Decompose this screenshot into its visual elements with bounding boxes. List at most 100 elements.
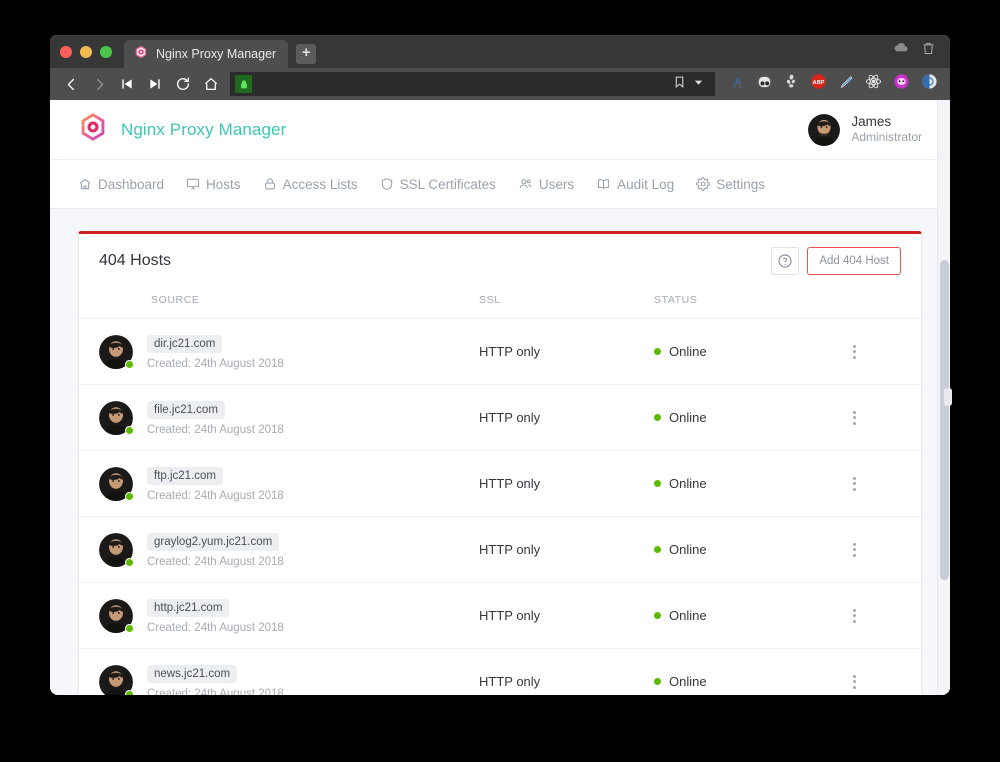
chevron-down-icon[interactable] <box>693 75 704 93</box>
browser-tab[interactable]: Nginx Proxy Manager <box>124 40 289 68</box>
table-row[interactable]: http.jc21.com Created: 24th August 2018 … <box>79 582 921 649</box>
cell-actions <box>834 648 921 695</box>
help-button[interactable] <box>771 247 800 275</box>
domain-chip[interactable]: graylog2.yum.jc21.com <box>147 532 280 551</box>
nav-item-dashboard[interactable]: Dashboard <box>78 177 164 192</box>
cell-ssl: HTTP only <box>479 384 654 451</box>
nav-label: Users <box>538 176 575 192</box>
row-avatar <box>99 532 134 567</box>
cell-status: Online <box>654 384 834 451</box>
domain-chip[interactable]: news.jc21.com <box>147 664 238 683</box>
nav-label: SSL Certificates <box>399 176 496 192</box>
created-date: Created: 24th August 2018 <box>147 687 284 696</box>
card-actions: Add 404 Host <box>771 247 901 275</box>
back-button[interactable] <box>58 72 84 96</box>
row-menu-button[interactable] <box>834 674 899 689</box>
brand[interactable]: Nginx Proxy Manager <box>78 112 286 147</box>
domain-chip[interactable]: ftp.jc21.com <box>147 466 223 485</box>
address-bar[interactable] <box>230 72 715 96</box>
status-badge: Online <box>669 608 707 623</box>
window-controls <box>60 35 124 68</box>
adblock-plus-icon[interactable]: ABP <box>810 73 827 95</box>
violentmonkey-icon[interactable] <box>729 74 745 95</box>
row-menu-button[interactable] <box>834 344 899 359</box>
column-header-ssl[interactable]: SSL <box>479 288 654 319</box>
window-resize-handle[interactable] <box>944 388 952 406</box>
nav-item-users[interactable]: Users <box>518 177 574 192</box>
last-page-button[interactable] <box>142 72 168 96</box>
source-info: file.jc21.com Created: 24th August 2018 <box>147 400 284 436</box>
user-menu[interactable]: James Administrator <box>808 113 922 146</box>
row-avatar <box>99 598 134 633</box>
ssl-value: HTTP only <box>479 673 541 689</box>
minimize-window-button[interactable] <box>80 45 92 58</box>
column-header-status[interactable]: STATUS <box>654 288 834 319</box>
trash-icon[interactable] <box>921 41 936 61</box>
online-indicator-icon <box>125 557 134 567</box>
dark-reader-icon[interactable] <box>756 74 773 95</box>
nav-item-settings[interactable]: Settings <box>696 177 765 192</box>
nav-item-access-lists[interactable]: Access Lists <box>263 177 358 192</box>
page-title: 404 Hosts <box>99 252 172 269</box>
cell-actions <box>834 384 921 451</box>
source-info: news.jc21.com Created: 24th August 2018 <box>147 664 284 696</box>
bookmark-icon[interactable] <box>673 75 686 94</box>
domain-chip[interactable]: file.jc21.com <box>147 400 225 419</box>
cell-source: http.jc21.com Created: 24th August 2018 <box>79 582 479 649</box>
cell-source: ftp.jc21.com Created: 24th August 2018 <box>79 450 479 517</box>
row-menu-button[interactable] <box>834 476 899 491</box>
page-scrollbar-thumb[interactable] <box>940 260 949 580</box>
close-window-button[interactable] <box>60 45 72 58</box>
nav-item-hosts[interactable]: Hosts <box>186 177 241 192</box>
first-page-button[interactable] <box>114 72 140 96</box>
forward-button[interactable] <box>86 72 112 96</box>
table-row[interactable]: file.jc21.com Created: 24th August 2018 … <box>79 384 921 451</box>
nginx-proxy-manager-logo <box>78 112 108 147</box>
domain-chip[interactable]: http.jc21.com <box>147 598 230 617</box>
table-row[interactable]: news.jc21.com Created: 24th August 2018 … <box>79 648 921 696</box>
table-row[interactable]: graylog2.yum.jc21.com Created: 24th Augu… <box>79 516 921 583</box>
new-tab-button[interactable]: + <box>296 44 317 64</box>
status-dot-icon <box>654 348 661 355</box>
add-404-host-button[interactable]: Add 404 Host <box>807 247 901 275</box>
row-menu-button[interactable] <box>834 608 899 623</box>
privacy-badger-icon[interactable] <box>893 73 910 95</box>
table-row[interactable]: dir.jc21.com Created: 24th August 2018 H… <box>79 318 921 385</box>
nav-label: Access Lists <box>282 176 358 192</box>
table-body: dir.jc21.com Created: 24th August 2018 H… <box>79 318 921 696</box>
created-date: Created: 24th August 2018 <box>147 357 284 370</box>
nav-item-ssl-certificates[interactable]: SSL Certificates <box>380 177 496 192</box>
domain-chip[interactable]: dir.jc21.com <box>147 334 223 353</box>
browser-extensions: ABP <box>723 73 938 95</box>
maximize-window-button[interactable] <box>100 45 112 58</box>
created-date: Created: 24th August 2018 <box>147 621 284 634</box>
reload-button[interactable] <box>170 72 196 96</box>
table-row[interactable]: ftp.jc21.com Created: 24th August 2018 H… <box>79 450 921 517</box>
status-dot-icon <box>654 546 661 553</box>
cell-status: Online <box>654 648 834 695</box>
table-header-row: SOURCE SSL STATUS <box>79 288 921 319</box>
home-button[interactable] <box>198 72 224 96</box>
shield-icon <box>380 177 394 191</box>
color-picker-icon[interactable] <box>838 74 854 95</box>
browser-nav-toolbar: ABP <box>50 68 950 100</box>
https-everywhere-icon[interactable] <box>921 73 938 95</box>
source-info: http.jc21.com Created: 24th August 2018 <box>147 598 284 634</box>
app-header: Nginx Proxy Manager James <box>50 100 950 160</box>
tabstrip-right-icons <box>893 40 950 68</box>
react-devtools-icon[interactable] <box>865 73 882 95</box>
bookmark-controls <box>673 75 710 94</box>
gnome-shell-icon[interactable] <box>784 74 799 94</box>
status-badge: Online <box>669 542 707 557</box>
column-header-source[interactable]: SOURCE <box>79 288 479 319</box>
user-role: Administrator <box>851 130 922 145</box>
status-badge: Online <box>669 476 707 491</box>
cloud-icon[interactable] <box>893 40 909 61</box>
page-scrollbar[interactable] <box>937 100 950 695</box>
row-menu-button[interactable] <box>834 542 899 557</box>
row-menu-button[interactable] <box>834 410 899 425</box>
cell-source: graylog2.yum.jc21.com Created: 24th Augu… <box>79 516 479 583</box>
nav-item-audit-log[interactable]: Audit Log <box>596 177 674 192</box>
cell-ssl: HTTP only <box>479 582 654 649</box>
brand-name: Nginx Proxy Manager <box>121 119 287 139</box>
